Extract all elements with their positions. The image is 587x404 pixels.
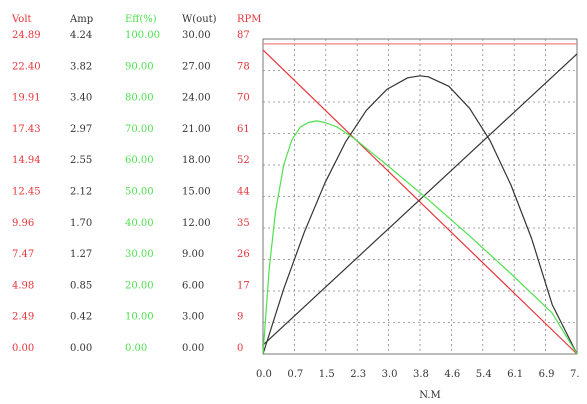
wout-value-label: 9.00 <box>182 249 204 260</box>
x-tick-label: 0.0 <box>256 369 272 380</box>
volt-column: Volt 24.89 22.40 19.91 17.43 14.94 12.45 9.96 7.… <box>11 14 41 354</box>
eff-value-label: 30.00 <box>125 249 154 260</box>
rpm-value-label: 70 <box>237 93 250 104</box>
wout-value-label: 18.00 <box>182 155 211 166</box>
rpm-value-label: 78 <box>237 61 250 72</box>
eff-value-label: 0.00 <box>125 343 147 354</box>
rpm-value-label: 0 <box>237 343 243 354</box>
x-tick-label: 5.4 <box>476 369 492 380</box>
x-tick-label: 6.1 <box>507 369 523 380</box>
wout-value-label: 27.00 <box>182 61 211 72</box>
amp-value-label: 2.12 <box>70 187 92 198</box>
eff-value-label: 60.00 <box>125 155 154 166</box>
rpm-value-label: 9 <box>237 312 243 323</box>
amp-header: Amp <box>69 14 93 25</box>
amp-value-label: 0.85 <box>70 280 92 291</box>
amp-value-label: 0.00 <box>70 343 92 354</box>
plot-area <box>262 38 578 355</box>
x-tick-label: 7. <box>570 369 580 380</box>
amp-value-label: 2.97 <box>70 124 92 135</box>
series-group <box>262 43 578 355</box>
rpm-value-label: 17 <box>237 280 250 291</box>
volt-value-label: 7.47 <box>12 249 34 260</box>
x-tick-label: 3.8 <box>413 369 429 380</box>
x-tick-labels: 0.0 0.7 1.5 2.3 3.0 3.8 4.6 5.4 6.1 6.9 7. <box>256 369 580 380</box>
x-tick-label: 0.7 <box>287 369 303 380</box>
eff-value-label: 90.00 <box>125 61 154 72</box>
volt-value-label: 4.98 <box>12 280 34 291</box>
x-tick-label: 3.0 <box>382 369 398 380</box>
eff-value-label: 10.00 <box>125 312 154 323</box>
wout-value-label: 21.00 <box>182 124 211 135</box>
eff-value-label: 20.00 <box>125 280 154 291</box>
wout-value-label: 24.00 <box>182 93 211 104</box>
rpm-value-label: 35 <box>237 218 250 229</box>
amp-value-label: 3.82 <box>70 61 92 72</box>
volt-value-label: 0.00 <box>12 343 34 354</box>
wout-value-label: 6.00 <box>182 280 204 291</box>
wout-value-label: 3.00 <box>182 312 204 323</box>
wout-column: W(out) 30.00 27.00 24.00 21.00 18.00 15.00 12.0… <box>182 14 217 354</box>
eff-header: Eff(%) <box>125 14 157 25</box>
wout-value-label: 12.00 <box>182 218 211 229</box>
eff-value-label: 80.00 <box>125 93 154 104</box>
rpm-value-label: 52 <box>237 155 250 166</box>
x-axis-title: N.M <box>419 390 441 401</box>
eff-value-label: 50.00 <box>125 187 154 198</box>
wout-header: W(out) <box>182 14 217 25</box>
wout-value-label: 30.00 <box>182 30 211 41</box>
rpm-value-label: 87 <box>237 30 250 41</box>
amp-column: Amp 4.24 3.82 3.40 2.97 2.55 2.12 1.70 1.27 0.85 0… <box>69 14 93 354</box>
volt-value-label: 19.91 <box>12 93 41 104</box>
volt-value-label: 9.96 <box>12 218 34 229</box>
amp-value-label: 4.24 <box>70 30 92 41</box>
amp-value-label: 1.27 <box>70 249 92 260</box>
amp-value-label: 2.55 <box>70 155 92 166</box>
wout-curve <box>262 75 578 355</box>
volt-value-label: 24.89 <box>12 30 41 41</box>
amp-value-label: 1.70 <box>70 218 92 229</box>
wout-value-label: 0.00 <box>182 343 204 354</box>
eff-value-label: 40.00 <box>125 218 154 229</box>
volt-value-label: 2.49 <box>12 312 34 323</box>
x-tick-label: 6.9 <box>539 369 555 380</box>
volt-value-label: 12.45 <box>12 187 41 198</box>
wout-value-label: 15.00 <box>182 187 211 198</box>
eff-column: Eff(%) 100.00 90.00 80.00 70.00 60.00 50.00 40.… <box>125 14 160 354</box>
rpm-value-label: 26 <box>237 249 250 260</box>
amp-curve <box>262 53 578 346</box>
amp-value-label: 3.40 <box>70 93 92 104</box>
eff-value-label: 70.00 <box>125 124 154 135</box>
volt-value-label: 22.40 <box>12 61 41 72</box>
volt-header: Volt <box>11 14 32 25</box>
rpm-column: RPM 87 78 70 61 52 44 35 26 17 9 0 <box>237 14 262 354</box>
value-columns: Volt 24.89 22.40 19.91 17.43 14.94 12.45 9.96 7.… <box>11 14 262 354</box>
amp-value-label: 0.42 <box>70 312 92 323</box>
rpm-curve <box>262 49 578 355</box>
x-tick-label: 1.5 <box>319 369 335 380</box>
x-tick-label: 4.6 <box>444 369 460 380</box>
eff-curve <box>262 120 578 355</box>
grid <box>263 39 577 354</box>
rpm-value-label: 44 <box>237 187 250 198</box>
rpm-value-label: 61 <box>237 124 250 135</box>
eff-value-label: 100.00 <box>125 30 160 41</box>
rpm-header: RPM <box>237 14 262 25</box>
volt-value-label: 17.43 <box>12 124 41 135</box>
volt-value-label: 14.94 <box>12 155 41 166</box>
x-tick-label: 2.3 <box>350 369 366 380</box>
